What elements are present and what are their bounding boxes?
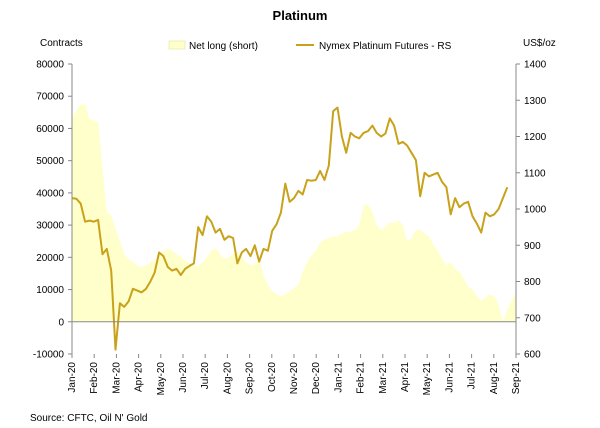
right-tick-label: 1300: [524, 96, 547, 107]
legend-label-platinum-futures: Nymex Platinum Futures - RS: [319, 41, 452, 52]
left-tick-label: 70000: [36, 92, 64, 103]
x-tick-label: Aug-20: [222, 362, 233, 395]
x-tick-label: Jan-21: [333, 362, 344, 393]
x-tick-label: Sep-21: [511, 362, 522, 395]
right-tick-label: 800: [524, 277, 541, 288]
x-tick-label: May-20: [156, 362, 167, 396]
right-axis-ticks: 1400 1300 1200 1100 1000 900 800 700 600: [516, 60, 547, 361]
chart-axes: 8000070000600005000040000300002000010000…: [33, 60, 547, 396]
right-tick-label: 1400: [524, 60, 547, 71]
x-tick-label: Aug-21: [489, 362, 500, 395]
left-tick-label: 10000: [36, 285, 64, 296]
x-tick-label: Nov-20: [289, 362, 300, 395]
chart-source: Source: CFTC, Oil N' Gold: [30, 413, 148, 424]
right-tick-label: 1000: [524, 205, 547, 216]
x-tick-label: Mar-21: [378, 362, 389, 394]
right-axis-label: US$/oz: [523, 38, 556, 49]
x-tick-label: Sep-20: [245, 362, 256, 395]
left-tick-label: 0: [58, 317, 64, 328]
x-axis-ticks: Jan-20 Feb-20 Mar-20 Apr-20 May-20 Jun-20 Jul-…: [67, 354, 522, 395]
x-tick-label: Dec-20: [311, 362, 322, 395]
x-tick-label: Jun-21: [444, 362, 455, 393]
legend-swatch-net-long: [168, 40, 186, 50]
x-tick-label: Jul-20: [200, 362, 211, 390]
left-axis-label: Contracts: [40, 38, 83, 49]
right-tick-label: 600: [524, 350, 541, 361]
platinum-futures-line-series: [71, 106, 509, 351]
x-tick-label: Oct-20: [267, 362, 278, 392]
x-tick-label: Jul-21: [467, 362, 478, 390]
legend-label-net-long: Net long (short): [189, 41, 258, 52]
chart-title: Platinum: [273, 8, 328, 23]
x-tick-label: Mar-20: [111, 362, 122, 394]
x-tick-label: Apr-20: [134, 362, 145, 392]
plot-area: [71, 104, 516, 351]
net-long-area-series: [72, 104, 516, 322]
left-tick-label: 20000: [36, 253, 64, 264]
left-tick-label: 50000: [36, 156, 64, 167]
left-axis-ticks: 80000 70000 60000 50000 40000 30000 20000 10000…: [33, 60, 72, 361]
x-tick-label: Jan-20: [67, 362, 78, 393]
left-tick-label: 40000: [36, 188, 64, 199]
left-tick-label: 80000: [36, 60, 64, 71]
left-tick-label: -10000: [33, 350, 65, 361]
right-tick-label: 700: [524, 313, 541, 324]
right-tick-label: 1200: [524, 132, 547, 143]
x-tick-label: May-21: [422, 362, 433, 396]
x-tick-label: Apr-21: [400, 362, 411, 392]
x-tick-label: Feb-21: [356, 362, 367, 394]
right-tick-label: 1100: [524, 168, 546, 179]
right-tick-label: 900: [524, 241, 541, 252]
x-tick-label: Jun-20: [178, 362, 189, 393]
x-tick-label: Feb-20: [89, 362, 100, 394]
chart-legend: Net long (short) Nymex Platinum Futures …: [168, 40, 452, 52]
left-tick-label: 30000: [36, 221, 64, 232]
left-tick-label: 60000: [36, 124, 64, 135]
